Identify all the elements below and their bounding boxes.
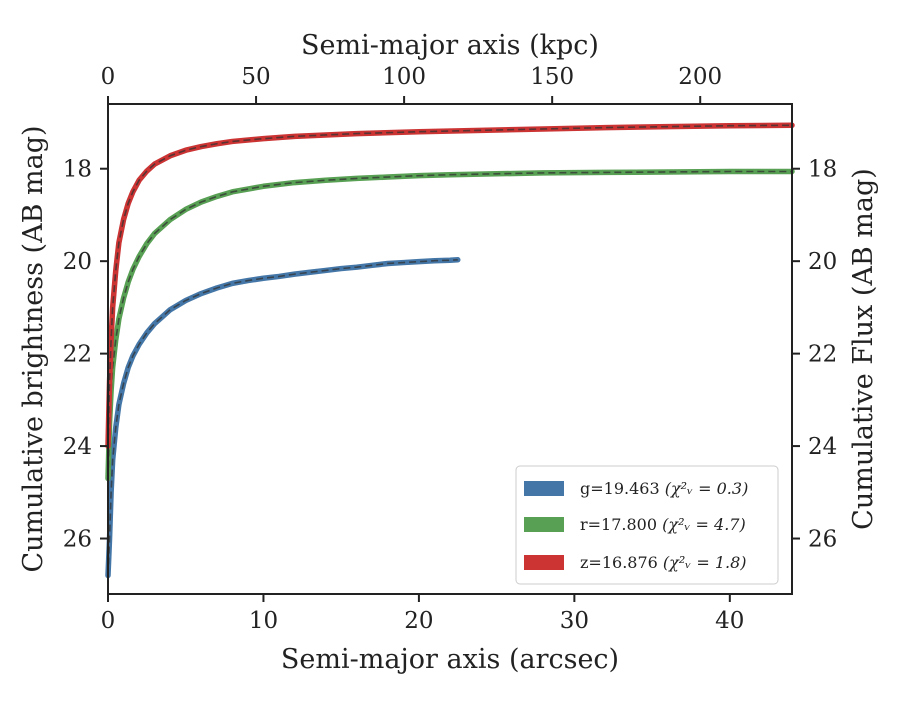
legend-name-z: z=16.876 — [580, 553, 658, 572]
legend-swatch-z — [524, 555, 564, 570]
y-tick-label: 24 — [63, 434, 92, 460]
series-band-g — [105, 257, 461, 579]
y-tick-label: 26 — [63, 527, 92, 553]
series-model-r — [107, 170, 792, 479]
x2-tick-label: 0 — [101, 64, 116, 90]
series-layer — [105, 122, 795, 579]
ticks-layer: 0 10 20 30 40 0 50 100 150 200 18 18 20 20 22 22 24 24 26 2… — [63, 64, 838, 634]
legend-label-z: z=16.876 (χ²ᵥ = 1.8) — [580, 553, 747, 572]
x-tick-label: 40 — [715, 608, 744, 634]
series-band-r — [105, 168, 795, 482]
series-model-z — [107, 124, 793, 447]
x-tick-label: 30 — [560, 608, 589, 634]
legend-chi-z: (χ²ᵥ = 1.8) — [663, 553, 747, 572]
y2-tick-label: 22 — [808, 342, 837, 368]
y2-tick-label: 26 — [808, 527, 837, 553]
legend-label-g: g=19.463 (χ²ᵥ = 0.3) — [580, 479, 748, 498]
x2-tick-label: 100 — [382, 64, 426, 90]
legend-label-r: r=17.800 (χ²ᵥ = 4.7) — [580, 515, 746, 534]
x-tick-label: 10 — [249, 608, 278, 634]
legend: g=19.463 (χ²ᵥ = 0.3) r=17.800 (χ²ᵥ = 4.7… — [515, 465, 779, 585]
plot-frame — [107, 103, 793, 595]
y2-tick-label: 20 — [808, 249, 837, 275]
legend-swatch-g — [524, 481, 564, 496]
y-tick-label: 18 — [63, 157, 92, 183]
x-tick-label: 0 — [101, 608, 116, 634]
x2-tick-label: 200 — [678, 64, 722, 90]
x2-tick-label: 50 — [241, 64, 270, 90]
x-axis-title: Semi-major axis (arcsec) — [281, 644, 619, 675]
legend-chi-r: (χ²ᵥ = 4.7) — [662, 515, 746, 534]
legend-chi-g: (χ²ᵥ = 0.3) — [665, 479, 749, 498]
y-tick-label: 22 — [63, 342, 92, 368]
legend-name-g: g=19.463 — [580, 479, 660, 498]
y-tick-label: 20 — [63, 249, 92, 275]
y-axis-title: Cumulative brightness (AB mag) — [18, 125, 49, 572]
x-tick-label: 20 — [404, 608, 433, 634]
x2-tick-label: 150 — [530, 64, 574, 90]
y2-tick-label: 24 — [808, 434, 837, 460]
legend-swatch-r — [524, 517, 564, 532]
legend-frame — [515, 465, 779, 585]
series-model-g — [107, 258, 458, 576]
y2-tick-label: 18 — [808, 157, 837, 183]
legend-name-r: r=17.800 — [580, 515, 657, 534]
x2-axis-title: Semi-major axis (kpc) — [301, 30, 599, 61]
y2-axis-title: Cumulative Flux (AB mag) — [848, 168, 879, 530]
